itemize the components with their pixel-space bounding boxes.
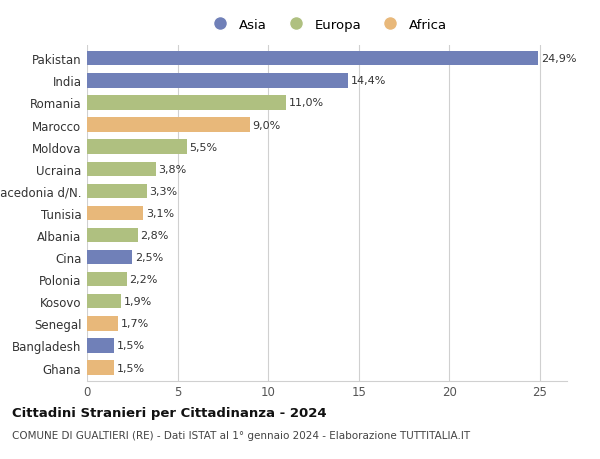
Text: 9,0%: 9,0%	[253, 120, 281, 130]
Legend: Asia, Europa, Africa: Asia, Europa, Africa	[203, 15, 451, 36]
Bar	[87, 96, 286, 110]
Text: 1,7%: 1,7%	[121, 319, 149, 329]
Bar	[87, 162, 156, 177]
Bar	[87, 206, 143, 221]
Bar	[87, 272, 127, 287]
Text: 3,1%: 3,1%	[146, 208, 174, 218]
Text: 2,5%: 2,5%	[135, 252, 163, 263]
Text: Cittadini Stranieri per Cittadinanza - 2024: Cittadini Stranieri per Cittadinanza - 2…	[12, 406, 326, 419]
Bar	[87, 140, 187, 155]
Text: 3,3%: 3,3%	[149, 186, 178, 196]
Bar	[87, 74, 348, 88]
Text: 24,9%: 24,9%	[541, 54, 576, 64]
Text: 3,8%: 3,8%	[158, 164, 187, 174]
Text: COMUNE DI GUALTIERI (RE) - Dati ISTAT al 1° gennaio 2024 - Elaborazione TUTTITAL: COMUNE DI GUALTIERI (RE) - Dati ISTAT al…	[12, 431, 470, 441]
Text: 14,4%: 14,4%	[350, 76, 386, 86]
Text: 1,5%: 1,5%	[117, 341, 145, 351]
Bar	[87, 52, 538, 66]
Text: 2,8%: 2,8%	[140, 230, 169, 241]
Bar	[87, 317, 118, 331]
Text: 5,5%: 5,5%	[190, 142, 217, 152]
Text: 2,2%: 2,2%	[130, 274, 158, 285]
Bar	[87, 184, 147, 199]
Bar	[87, 361, 114, 375]
Text: 1,9%: 1,9%	[124, 297, 152, 307]
Bar	[87, 294, 121, 309]
Bar	[87, 250, 132, 265]
Bar	[87, 118, 250, 133]
Bar	[87, 228, 138, 243]
Bar	[87, 339, 114, 353]
Text: 1,5%: 1,5%	[117, 363, 145, 373]
Text: 11,0%: 11,0%	[289, 98, 324, 108]
